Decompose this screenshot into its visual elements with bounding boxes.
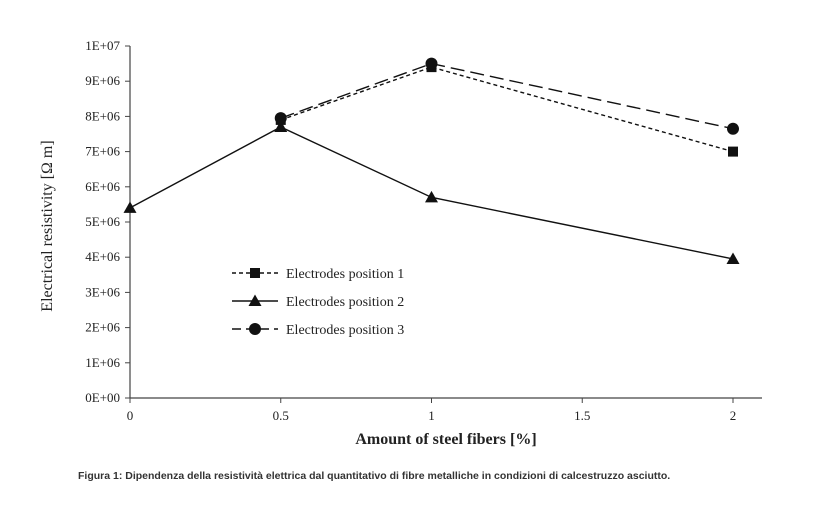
y-tick-label: 6E+06	[85, 179, 120, 194]
y-tick-label: 1E+07	[85, 38, 120, 53]
x-tick-label: 0.5	[273, 408, 289, 423]
axes	[129, 46, 762, 399]
x-tick-label: 0	[127, 408, 134, 423]
series-1-point	[728, 146, 738, 157]
y-tick-label: 0E+00	[85, 390, 120, 405]
y-tick-label: 5E+06	[85, 214, 120, 229]
legend: Electrodes position 1 Electrodes position…	[232, 267, 404, 338]
legend-marker	[249, 323, 261, 335]
x-tick-label: 1.5	[574, 408, 590, 423]
legend-label: Electrodes position 3	[286, 323, 404, 338]
y-tick-label: 4E+06	[85, 249, 120, 264]
legend-marker	[248, 294, 262, 306]
series-line-1	[280, 66, 734, 153]
y-tick-label: 7E+06	[85, 144, 120, 159]
series-2-point	[726, 252, 740, 264]
series-2-point	[425, 190, 438, 203]
series-2-point	[274, 120, 288, 132]
y-axis-title: Electrical resistivity [Ω m]	[39, 140, 56, 311]
legend-label: Electrodes position 2	[286, 295, 404, 310]
x-axis-ticks: 0 0.5 1 1.5 2	[127, 398, 737, 423]
x-axis-title: Amount of steel fibers [%]	[355, 431, 536, 448]
series-2-point	[123, 201, 137, 213]
y-axis-ticks: 0E+00 1E+06 2E+06 3E+06 4E+06 5E+06 6E+06 7E+06…	[85, 38, 130, 405]
figure-caption: Figura 1: Dipendenza della resistività e…	[78, 470, 671, 482]
series-3-point	[727, 122, 739, 135]
series-3-point	[274, 112, 287, 125]
series-lines	[129, 62, 734, 260]
x-tick-label: 2	[730, 408, 737, 423]
y-tick-label: 9E+06	[85, 73, 120, 88]
y-tick-label: 8E+06	[85, 108, 120, 123]
series-markers	[123, 57, 740, 264]
legend-label: Electrodes position 1	[286, 267, 404, 282]
y-tick-label: 3E+06	[85, 284, 120, 299]
line-chart: 0E+00 1E+06 2E+06 3E+06 4E+06 5E+06 6E+06 7E+06…	[39, 38, 762, 448]
legend-marker	[250, 268, 260, 278]
series-3-point	[425, 57, 438, 70]
y-tick-label: 2E+06	[85, 320, 120, 335]
series-line-2	[129, 126, 734, 260]
x-tick-label: 1	[428, 408, 435, 423]
y-tick-label: 1E+06	[85, 355, 120, 370]
